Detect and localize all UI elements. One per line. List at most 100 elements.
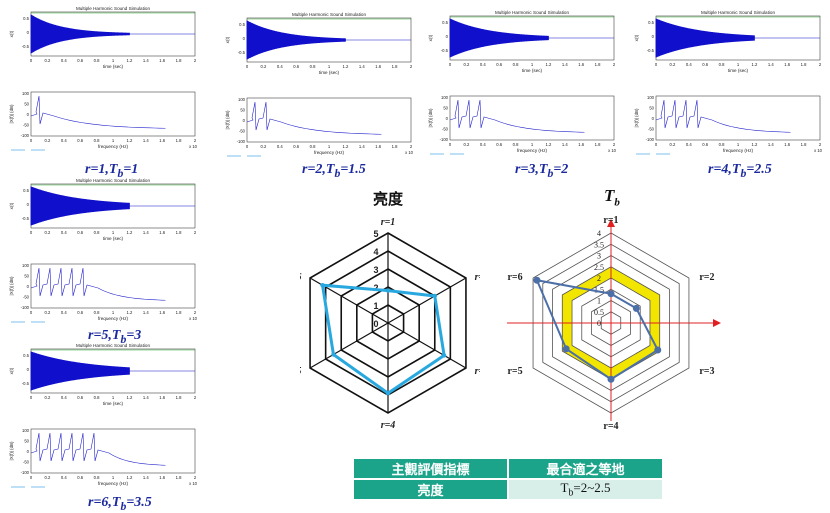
tick-label: 0.6 — [77, 230, 83, 235]
tick-label: 1 — [112, 310, 115, 315]
axis-label: |X(f)| (dB) — [634, 108, 639, 127]
tick-label: 1.6 — [159, 395, 165, 400]
tick-label: 1.8 — [176, 395, 182, 400]
radar-tick-label: 3 — [597, 252, 601, 261]
axis-label: time (sec) — [103, 64, 124, 69]
tick-label: -0.5 — [238, 50, 246, 55]
tick-label: 50 — [24, 274, 29, 279]
tick-label: 0.4 — [686, 142, 692, 147]
tick-label: 1.8 — [392, 144, 398, 149]
tick-label: 0 — [652, 34, 655, 39]
tick-label: 1 — [737, 62, 740, 67]
plot-title: Multiple Harmonic Sound Simulation — [701, 10, 775, 15]
radar-tick-label: 1 — [373, 301, 378, 311]
axis-label: x(t) — [225, 36, 230, 43]
tick-label: 0 — [243, 36, 246, 41]
tick-label: 100 — [22, 263, 30, 268]
tick-label: -0.5 — [647, 48, 655, 53]
tick-label: 50 — [443, 106, 448, 111]
tick-label: 1 — [531, 62, 534, 67]
tick-label: 1.4 — [768, 142, 774, 147]
axis-label: |X(f)| (dB) — [9, 441, 14, 460]
tick-label: 2 — [410, 144, 413, 149]
radar-tick-label: 0 — [597, 319, 601, 328]
axis-label: frequency (Hz) — [98, 316, 129, 321]
tick-label: 0.8 — [94, 395, 100, 400]
tick-label: 1.4 — [562, 62, 568, 67]
tick-label: 0.8 — [94, 475, 100, 480]
tick-label: 2 — [194, 475, 197, 480]
tick-label: 0 — [652, 116, 655, 121]
axis-exponent: x 10 — [814, 148, 823, 153]
tick-label: 1.2 — [126, 475, 132, 480]
simulation-panel: Multiple Harmonic Sound Simulation 0.5 0 -0… — [424, 8, 620, 166]
tick-label: 100 — [441, 95, 449, 100]
tick-label: 0.4 — [277, 64, 283, 69]
tick-label: 0.2 — [44, 138, 50, 143]
radar-axis-label: r=1 — [603, 215, 618, 226]
radar-axis-label: r=6 — [507, 272, 522, 283]
tick-label: 1.4 — [143, 230, 149, 235]
tick-label: 0 — [30, 58, 33, 63]
tick-label: 1 — [328, 64, 331, 69]
tick-label: 2 — [194, 310, 197, 315]
tick-label: 1.2 — [126, 310, 132, 315]
radar-data-point — [385, 391, 391, 396]
tick-label: 1.6 — [159, 58, 165, 63]
tick-label: 0 — [655, 62, 658, 67]
tick-label: 0.5 — [23, 188, 29, 193]
waveform — [30, 351, 130, 391]
tick-label: 0.2 — [463, 142, 469, 147]
tick-label: 0.6 — [702, 62, 708, 67]
tick-label: 1.6 — [159, 475, 165, 480]
radar-axis-label: r=6 — [300, 272, 301, 283]
spectrum-line — [449, 99, 585, 133]
radar-axis-label: r=4 — [381, 420, 396, 430]
frequency-axes — [655, 95, 821, 141]
tick-label: 0.5 — [23, 16, 29, 21]
tick-label: 0.6 — [77, 395, 83, 400]
tick-label: 1.4 — [768, 62, 774, 67]
tick-label: 1.8 — [801, 62, 807, 67]
tick-label: 1 — [112, 138, 115, 143]
axis-label: x(t) — [9, 202, 14, 209]
tick-label: 100 — [22, 428, 30, 433]
waveform — [246, 20, 346, 60]
tick-label: 2 — [194, 395, 197, 400]
tick-label: -0.5 — [22, 216, 30, 221]
tick-label: -50 — [239, 129, 246, 134]
axis-label: frequency (Hz) — [517, 148, 548, 153]
caption-r6: r=6,Tb=3.5 — [88, 495, 152, 513]
tick-label: 1.2 — [342, 64, 348, 69]
radar-data-point — [632, 304, 640, 312]
radar-title-tb: Tb — [604, 186, 620, 209]
tick-label: 1 — [112, 395, 115, 400]
waveform — [30, 186, 130, 226]
simulation-figure: Multiple Harmonic Sound Simulation 0.5 0 -0… — [9, 343, 198, 488]
table-cell-label: 亮度 — [354, 480, 507, 499]
tick-label: 1.4 — [143, 138, 149, 143]
tick-label: 1.4 — [143, 475, 149, 480]
simulation-panel: Multiple Harmonic Sound Simulation 0.5 0 -0… — [630, 8, 826, 166]
tick-label: 50 — [649, 106, 654, 111]
axis-label: time (sec) — [522, 68, 543, 73]
tick-label: 1.8 — [176, 310, 182, 315]
tick-label: 100 — [238, 97, 246, 102]
plot-title: Multiple Harmonic Sound Simulation — [76, 343, 150, 348]
tick-label: 1.4 — [359, 144, 365, 149]
caption-r1: r=1,Tb=1 — [85, 162, 139, 180]
tick-label: 0.4 — [277, 144, 283, 149]
tick-label: -50 — [23, 460, 30, 465]
frequency-axes — [30, 428, 196, 474]
tick-label: 0.6 — [293, 64, 299, 69]
tick-label: 0.8 — [513, 142, 519, 147]
tick-label: -100 — [21, 133, 30, 138]
tick-label: 0.4 — [61, 475, 67, 480]
tick-label: 2 — [410, 64, 413, 69]
radar-axis-label: r=2 — [699, 272, 714, 283]
simulation-panel: Multiple Harmonic Sound Simulation 0.5 0 -0… — [5, 341, 201, 499]
tick-label: 0.6 — [496, 142, 502, 147]
tick-label: 0 — [655, 142, 658, 147]
simulation-panel: Multiple Harmonic Sound Simulation 0.5 0 -0… — [5, 4, 201, 162]
caption-r2: r=2,Tb=1.5 — [302, 162, 366, 180]
